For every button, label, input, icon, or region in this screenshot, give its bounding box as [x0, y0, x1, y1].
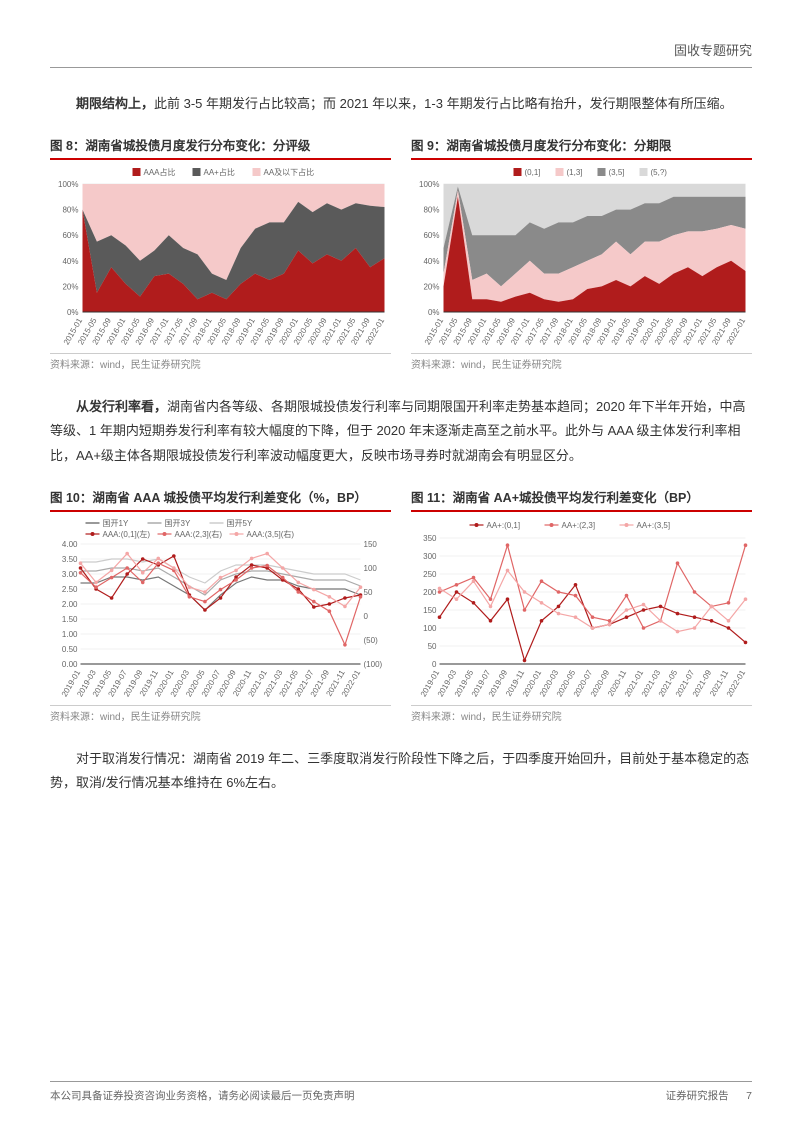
svg-text:150: 150	[423, 606, 437, 615]
svg-text:80%: 80%	[62, 205, 78, 214]
svg-text:AA+:(3,5]: AA+:(3,5]	[637, 521, 671, 530]
section-header: 固收专题研究	[50, 40, 752, 68]
svg-text:2.00: 2.00	[62, 600, 78, 609]
svg-text:国开3Y: 国开3Y	[165, 519, 191, 528]
svg-text:AAA:(2,3](右): AAA:(2,3](右)	[175, 529, 223, 539]
svg-text:0%: 0%	[428, 308, 440, 317]
svg-text:100: 100	[364, 564, 378, 573]
chart11-title: 图 11：湖南省 AA+城投债平均发行利差变化（BP）	[411, 487, 752, 512]
svg-text:4.00: 4.00	[62, 540, 78, 549]
svg-text:100%: 100%	[419, 180, 439, 189]
svg-text:(3,5]: (3,5]	[609, 168, 625, 177]
svg-text:(0,1]: (0,1]	[525, 168, 541, 177]
chart10-canvas: 国开1Y 国开3Y 国开5Y AAA:(0,1](左) AAA:(2,3](右) AAA:…	[50, 518, 391, 698]
svg-text:国开1Y: 国开1Y	[103, 519, 129, 528]
footer-right: 证券研究报告 7	[666, 1088, 752, 1103]
svg-text:(50): (50)	[364, 636, 379, 645]
svg-text:AAA:(0,1](左): AAA:(0,1](左)	[103, 529, 151, 539]
charts-row-1: 图 8：湖南省城投债月度发行分布变化：分评级 AAA占比 AA+占比 AA及以下占比…	[50, 135, 752, 371]
charts-row-2: 图 10：湖南省 AAA 城投债平均发行利差变化（%，BP） 国开1Y国开3Y国…	[50, 487, 752, 723]
svg-text:AA+:(0,1]: AA+:(0,1]	[487, 521, 521, 530]
para1-bold: 期限结构上，	[76, 96, 154, 111]
svg-text:1.50: 1.50	[62, 615, 78, 624]
svg-text:1.00: 1.00	[62, 630, 78, 639]
svg-text:250: 250	[423, 570, 437, 579]
chart10-title: 图 10：湖南省 AAA 城投债平均发行利差变化（%，BP）	[50, 487, 391, 512]
svg-text:(100): (100)	[364, 660, 383, 669]
page-footer: 本公司具备证券投资咨询业务资格，请务必阅读最后一页免责声明 证券研究报告 7	[50, 1081, 752, 1103]
svg-text:40%: 40%	[423, 256, 439, 265]
svg-text:0: 0	[432, 660, 437, 669]
svg-text:AAA占比: AAA占比	[144, 167, 176, 177]
svg-text:50: 50	[364, 588, 373, 597]
svg-text:80%: 80%	[423, 205, 439, 214]
svg-text:0: 0	[364, 612, 369, 621]
chart9-box: 图 9：湖南省城投债月度发行分布变化：分期限 (0,1] (1,3] (3,5] (5…	[411, 135, 752, 371]
chart9-source: 资料来源：wind，民生证券研究院	[411, 353, 752, 371]
chart10-box: 图 10：湖南省 AAA 城投债平均发行利差变化（%，BP） 国开1Y国开3Y国…	[50, 487, 391, 723]
svg-text:50: 50	[428, 642, 437, 651]
svg-text:200: 200	[423, 588, 437, 597]
svg-text:60%: 60%	[62, 231, 78, 240]
chart9-canvas: (0,1](1,3](3,5](5,?)0%20%40%60%80%100%20…	[411, 166, 752, 346]
paragraph-2: 从发行利率看，湖南省内各等级、各期限城投债发行利率与同期限国开利率走势基本趋同；…	[50, 395, 752, 469]
svg-text:20%: 20%	[62, 282, 78, 291]
svg-text:2.50: 2.50	[62, 585, 78, 594]
svg-text:AA+:(2,3]: AA+:(2,3]	[562, 521, 596, 530]
chart8-title: 图 8：湖南省城投债月度发行分布变化：分评级	[50, 135, 391, 160]
svg-text:(5,?): (5,?)	[651, 168, 668, 177]
chart8-canvas: AAA占比AA+占比AA及以下占比0%20%40%60%80%100%2015-…	[50, 166, 391, 346]
svg-text:0.00: 0.00	[62, 660, 78, 669]
svg-text:3.50: 3.50	[62, 555, 78, 564]
svg-text:3.00: 3.00	[62, 570, 78, 579]
svg-text:0.50: 0.50	[62, 645, 78, 654]
svg-text:60%: 60%	[423, 231, 439, 240]
svg-text:150: 150	[364, 540, 378, 549]
svg-text:0%: 0%	[67, 308, 79, 317]
chart11-source: 资料来源：wind，民生证券研究院	[411, 705, 752, 723]
svg-text:100: 100	[423, 624, 437, 633]
svg-text:国开5Y: 国开5Y	[227, 519, 253, 528]
svg-text:350: 350	[423, 534, 437, 543]
paragraph-3: 对于取消发行情况：湖南省 2019 年二、三季度取消发行阶段性下降之后，于四季度…	[50, 747, 752, 796]
chart8-box: 图 8：湖南省城投债月度发行分布变化：分评级 AAA占比 AA+占比 AA及以下占比…	[50, 135, 391, 371]
svg-text:(1,3]: (1,3]	[567, 168, 583, 177]
svg-text:100%: 100%	[58, 180, 78, 189]
svg-text:AAA:(3,5](右): AAA:(3,5](右)	[247, 529, 295, 539]
chart8-source: 资料来源：wind，民生证券研究院	[50, 353, 391, 371]
para1-rest: 此前 3-5 年期发行占比较高；而 2021 年以来，1-3 年期发行占比略有抬…	[154, 96, 733, 111]
svg-text:40%: 40%	[62, 256, 78, 265]
para2-bold: 从发行利率看，	[76, 399, 167, 414]
svg-text:AA+占比: AA+占比	[204, 167, 235, 177]
chart10-source: 资料来源：wind，民生证券研究院	[50, 705, 391, 723]
svg-text:AA及以下占比: AA及以下占比	[264, 167, 315, 177]
footer-left: 本公司具备证券投资咨询业务资格，请务必阅读最后一页免责声明	[50, 1088, 355, 1103]
chart9-title: 图 9：湖南省城投债月度发行分布变化：分期限	[411, 135, 752, 160]
svg-text:20%: 20%	[423, 282, 439, 291]
chart11-canvas: AA+:(0,1] AA+:(2,3] AA+:(3,5] 0 50 100 150 200 2…	[411, 518, 752, 698]
chart11-box: 图 11：湖南省 AA+城投债平均发行利差变化（BP） AA+:(0,1]AA+…	[411, 487, 752, 723]
svg-text:300: 300	[423, 552, 437, 561]
paragraph-1: 期限结构上，此前 3-5 年期发行占比较高；而 2021 年以来，1-3 年期发…	[50, 92, 752, 117]
